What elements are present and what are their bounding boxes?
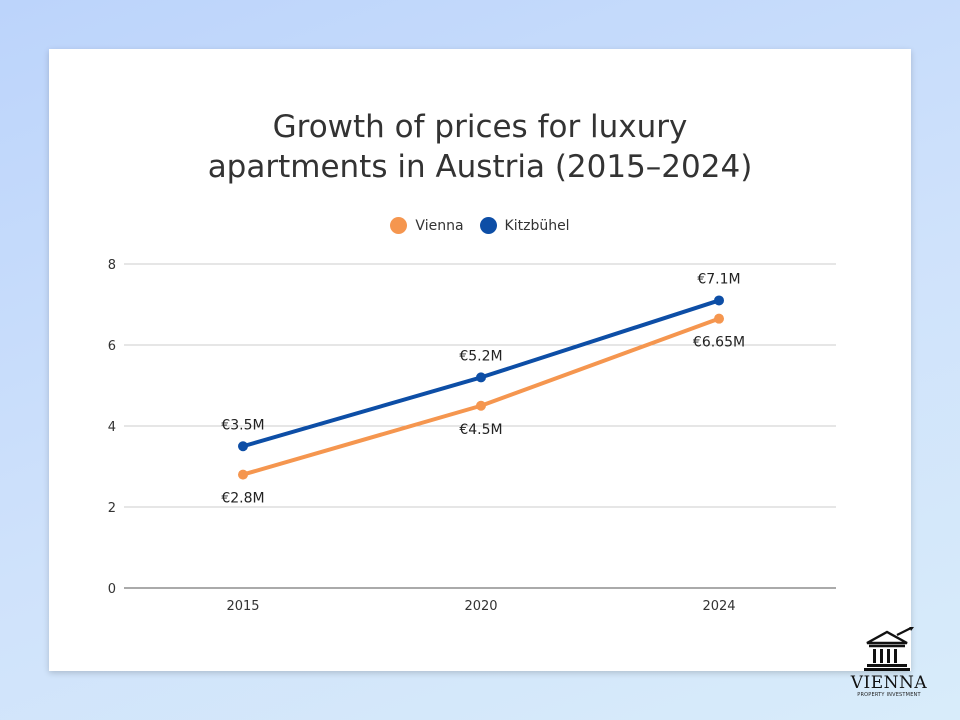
y-tick-label-4: 4 <box>108 420 116 435</box>
data-label-vienna-2015: €2.8M <box>221 491 264 507</box>
y-tick-label-8: 8 <box>108 258 116 273</box>
y-tick-label-6: 6 <box>108 339 116 354</box>
chart-title-line-2: apartments in Austria (2015–2024) <box>207 149 753 185</box>
data-label-kitzbuhel-2020: €5.2M <box>459 348 502 364</box>
chart-title: Growth of prices for luxury apartments i… <box>49 107 911 187</box>
x-tick-label-2020: 2020 <box>464 599 497 614</box>
chart-title-line-1: Growth of prices for luxury <box>272 109 688 145</box>
data-point-vienna-2015 <box>238 469 248 480</box>
series-line-vienna <box>241 316 721 477</box>
data-label-kitzbuhel-2024: €7.1M <box>697 271 740 287</box>
logo-subtitle: PROPERTY INVESTMENT <box>857 692 921 698</box>
chart-card: Growth of prices for luxury apartments i… <box>49 49 911 671</box>
chart-legend: Vienna Kitzbühel <box>49 217 911 234</box>
data-point-kitzbuhel-2020 <box>476 372 486 383</box>
data-label-vienna-2020: €4.5M <box>459 422 502 438</box>
bank-building-growth-icon <box>864 626 914 671</box>
y-tick-label-0: 0 <box>108 582 116 597</box>
data-point-vienna-2020 <box>476 400 486 411</box>
x-tick-label-2015: 2015 <box>226 599 259 614</box>
legend-marker-kitzbuhel <box>479 217 497 234</box>
data-point-vienna-2024 <box>714 313 724 324</box>
legend-item-vienna: Vienna <box>390 217 464 234</box>
y-tick-label-2: 2 <box>108 501 116 516</box>
company-logo: VIENNA PROPERTY INVESTMENT <box>843 626 935 701</box>
data-point-kitzbuhel-2015 <box>238 441 248 452</box>
legend-label-kitzbuhel: Kitzbühel <box>504 217 570 234</box>
data-label-vienna-2024: €6.65M <box>693 335 745 351</box>
x-tick-label-2024: 2024 <box>702 599 735 614</box>
legend-marker-vienna <box>390 217 408 234</box>
legend-label-vienna: Vienna <box>415 217 464 234</box>
data-point-kitzbuhel-2024 <box>714 295 724 306</box>
legend-item-kitzbuhel: Kitzbühel <box>479 217 570 234</box>
logo-name: VIENNA <box>850 673 928 693</box>
data-label-kitzbuhel-2015: €3.5M <box>221 417 264 433</box>
